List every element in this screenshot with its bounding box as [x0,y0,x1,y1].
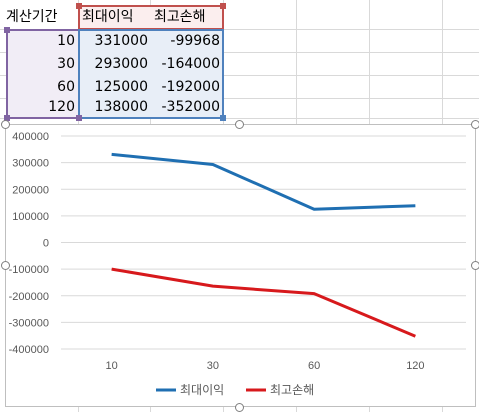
y-tick-label: 0 [43,238,49,250]
range-tint-series [79,6,223,29]
cell-max-profit[interactable]: 125000 [94,79,148,95]
cell-max-profit[interactable]: 293000 [94,56,148,72]
legend-label: 최대이익 [180,383,224,397]
range-handle[interactable] [76,3,82,9]
cell-header-max-profit[interactable]: 최대이익 [82,9,134,25]
range-handle[interactable] [4,27,10,33]
gridline [0,118,479,119]
cell-header-max-loss[interactable]: 최고손해 [154,9,206,25]
chart-resize-handle[interactable] [471,120,479,129]
cell-max-loss[interactable]: -352000 [161,99,221,115]
cell-max-loss[interactable]: -164000 [161,56,221,72]
gridline [0,98,479,99]
gridline [0,52,479,53]
chart-resize-handle[interactable] [235,120,244,129]
range-handle[interactable] [220,3,226,9]
range-tint-categories [8,30,78,117]
x-tick-label: 120 [406,360,424,372]
chart-resize-handle[interactable] [1,261,10,270]
x-tick-label: 10 [106,360,118,372]
range-tint-values [79,30,223,117]
range-handle[interactable] [220,115,226,121]
cell-max-profit[interactable]: 331000 [94,33,148,49]
y-tick-label: 100000 [12,211,49,223]
line-chart[interactable]: 400000 300000 200000 100000 0 -100000 -200000 -… [5,124,476,407]
chart-resize-handle[interactable] [1,120,10,129]
y-tick-label: -300000 [9,317,49,329]
range-handle[interactable] [76,115,82,121]
y-tick-label: 300000 [12,158,49,170]
y-tick-label: 400000 [12,131,49,143]
legend-label: 최고손해 [270,383,314,397]
cell-max-profit[interactable]: 138000 [94,99,148,115]
gridline [0,75,479,76]
series-line-1 [111,152,416,211]
chart-plot: 400000 300000 200000 100000 0 -100000 -200000 -… [9,131,466,397]
chart-resize-handle[interactable] [471,261,479,270]
cell-period[interactable]: 60 [57,79,75,95]
range-handle[interactable] [4,115,10,121]
y-tick-label: 200000 [12,184,49,196]
cell-period[interactable]: 120 [48,99,75,115]
x-tick-label: 60 [308,360,320,372]
cell-max-loss[interactable]: -192000 [161,79,221,95]
chart-resize-handle[interactable] [235,403,244,412]
y-tick-label: -100000 [9,264,49,276]
cell-header-period[interactable]: 계산기간 [6,9,58,25]
cell-period[interactable]: 10 [57,33,75,49]
cell-period[interactable]: 30 [57,56,75,72]
series-line-2 [111,267,416,338]
x-tick-label: 30 [207,360,219,372]
y-tick-label: -200000 [9,291,49,303]
y-tick-label: -400000 [9,344,49,356]
cell-max-loss[interactable]: -99968 [170,33,220,49]
gridline [0,29,479,30]
